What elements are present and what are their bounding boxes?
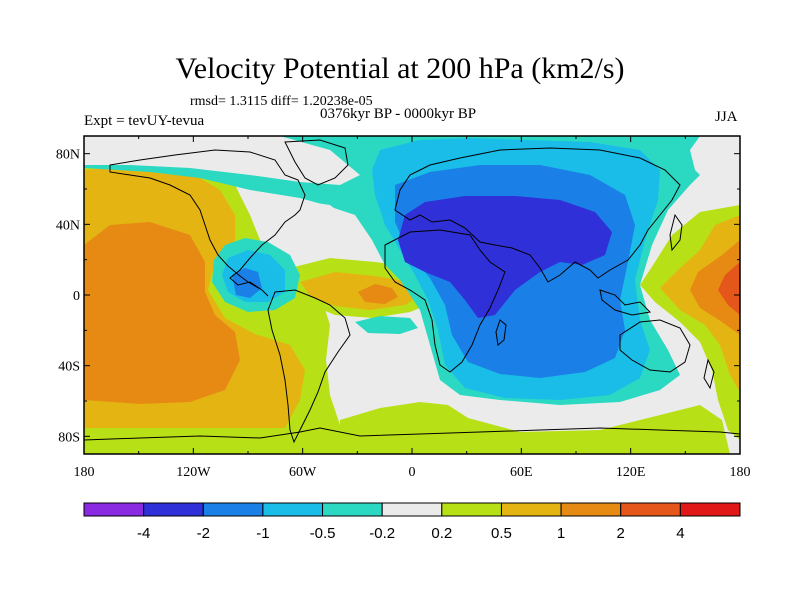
contour-near-zero-northeast (690, 136, 740, 195)
period-subtitle: 0376kyr BP - 0000kyr BP (320, 106, 477, 122)
lon-tick-label: 60E (510, 465, 533, 480)
contour-fill-layer (84, 136, 740, 454)
colorbar-swatch (620, 502, 681, 517)
colorbar-label: -4 (137, 525, 150, 542)
lat-tick-label: 40S (58, 360, 80, 375)
colorbar (83, 502, 741, 517)
lon-tick-label: 120E (616, 465, 646, 480)
longitude-axis-labels: 180 120W 60W 0 60E 120E 180 (74, 465, 751, 480)
colorbar-label: 1 (557, 525, 565, 542)
colorbar-label: -0.5 (310, 525, 336, 542)
lat-tick-label: 80S (58, 430, 80, 445)
colorbar-labels: -4 -2 -1 -0.5 -0.2 0.2 0.5 1 2 4 (137, 525, 685, 542)
colorbar-label: -0.2 (369, 525, 395, 542)
lat-tick-label: 80N (56, 148, 80, 163)
colorbar-swatch (83, 502, 145, 517)
colorbar-swatch (262, 502, 324, 517)
contour-neg-2-eurasia (398, 196, 612, 318)
coastline-layer (84, 139, 740, 444)
stats-text: rmsd= 1.3115 diff= 1.20238e-05 (190, 94, 373, 109)
colorbar-swatch (679, 502, 741, 517)
colorbar-swatch (560, 502, 622, 517)
coastline-japan (669, 213, 683, 252)
lon-tick-label: 180 (74, 465, 95, 480)
lon-tick-label: 60W (289, 465, 317, 480)
latitude-axis-labels: 80N 40N 0 40S 80S (56, 148, 80, 446)
lat-tick-label: 40N (56, 218, 80, 233)
page-title: Velocity Potential at 200 hPa (km2/s) (175, 52, 625, 85)
coastline-north-america (109, 149, 306, 297)
colorbar-swatch (500, 502, 562, 517)
contour-pos-2-atlantic (358, 284, 398, 304)
contour-neg-02-atlantic-south (355, 316, 418, 334)
contour-pos-2-west (84, 222, 240, 404)
coastline-greenland (284, 139, 349, 186)
axis-ticks (83, 136, 741, 454)
colorbar-swatch (143, 502, 204, 517)
lon-tick-label: 0 (409, 465, 416, 480)
colorbar-label: 0.2 (431, 525, 452, 542)
coastline-antarctica (84, 427, 740, 441)
contour-pos-4-east (718, 262, 740, 315)
coastline-africa (384, 229, 506, 373)
colorbar-swatch (202, 502, 264, 517)
colorbar-label: 0.5 (491, 525, 512, 542)
contour-near-zero-greenland (84, 136, 360, 185)
colorbar-label: 4 (676, 525, 684, 542)
colorbar-label: -2 (197, 525, 210, 542)
colorbar-label: 2 (617, 525, 625, 542)
contour-near-zero-atlantic-gap (295, 200, 368, 258)
coastline-south-america (267, 289, 351, 444)
colorbar-swatch (441, 502, 502, 517)
coastline-madagascar (495, 319, 507, 346)
contour-pos-2-east (690, 240, 740, 335)
contour-pos-05-south (340, 402, 730, 454)
colorbar-label: -1 (256, 525, 269, 542)
coastline-new-zealand (703, 358, 715, 390)
lon-tick-label: 120W (176, 465, 211, 480)
colorbar-swatch (381, 502, 443, 517)
coastline-australia (619, 319, 691, 373)
season-label: JJA (715, 109, 738, 125)
lon-tick-label: 180 (730, 465, 751, 480)
experiment-label: Expt = tevUY-tevua (84, 113, 205, 129)
coastline-eurasia (394, 147, 681, 283)
colorbar-swatch (322, 502, 383, 517)
lat-tick-label: 0 (73, 289, 80, 304)
coastline-maritime-continent (599, 289, 652, 316)
